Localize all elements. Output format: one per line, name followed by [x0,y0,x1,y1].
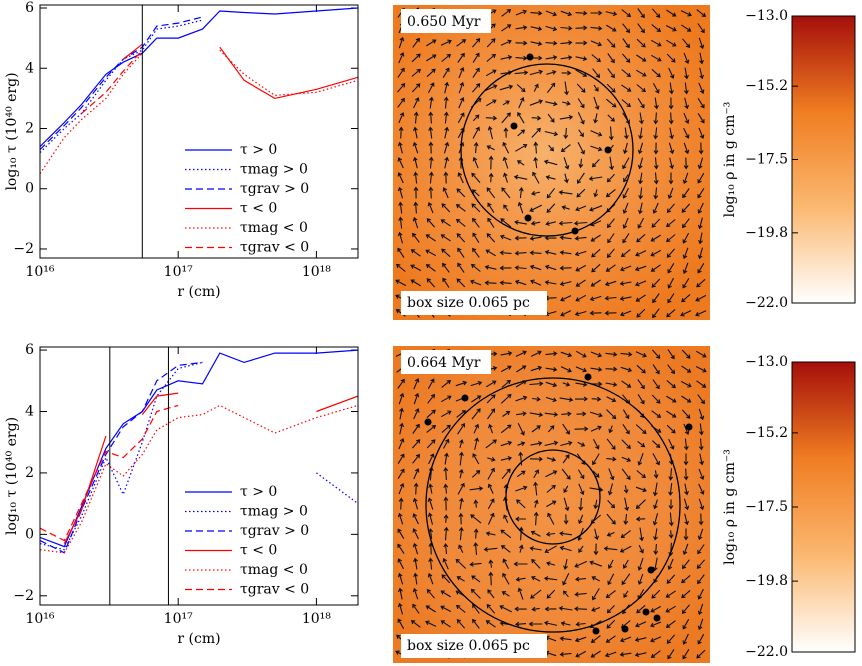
y-tick-label: −2 [13,241,34,257]
y-tick-label: 4 [25,60,34,76]
legend-label: τgrav < 0 [240,582,309,598]
y-tick-label: −2 [13,588,34,604]
series-line [40,404,179,542]
colorbar-tick-label: −19.8 [745,225,788,241]
legend-label: τmag < 0 [240,562,308,578]
series-line [40,361,358,551]
radius-circle [505,449,601,545]
colorbar-tick-label: −19.8 [745,573,788,589]
series-line [40,49,358,175]
label-box [401,350,491,374]
y-tick-label: 6 [25,0,34,16]
x-tick-label: 10¹⁶ [25,264,54,280]
colorbar-tick-label: −17.5 [745,499,788,515]
colorbar-tick-label: −22.0 [745,644,788,660]
box-size-label: box size 0.065 pc [407,638,530,654]
plot-frame [39,4,359,259]
sink-particle [621,625,629,633]
legend-label: τ > 0 [240,142,277,158]
colorbar-tick-label: −17.5 [745,152,788,168]
colorbar: −13.0 −15.2 −17.5 −19.8 −22.0 log₁₀ ρ in g cm… [722,354,856,660]
sink-particle [685,423,693,431]
sink-particle [642,608,650,616]
sink-particle [584,373,592,381]
legend-label: τmag > 0 [240,162,308,178]
series-line [40,16,203,151]
label-box [401,634,547,658]
y-tick-label: 2 [25,120,34,136]
sink-particle [461,394,469,402]
colorbar: −13.0 −15.2 −17.5 −19.8 −22.0 log₁₀ ρ in g cm… [722,8,856,311]
radius-circle [425,377,681,633]
density-map: 0.650 Myr box size 0.065 pc [393,5,710,320]
legend-label: τ < 0 [240,201,277,217]
label-box [401,9,491,33]
time-label: 0.664 Myr [407,355,481,371]
sink-particle [510,122,518,130]
colorbar-bar [791,15,856,304]
sink-particle [526,53,534,61]
x-tick-label: 10¹⁷ [164,264,193,280]
sink-particle [571,227,579,235]
colorbar-label: log₁₀ ρ in g cm⁻³ [722,449,738,565]
series-line [40,7,358,148]
time-label: 0.650 Myr [407,14,481,30]
colorbar-tick-label: −15.2 [745,78,788,94]
map-background [393,346,710,663]
legend-label: τmag > 0 [240,504,308,520]
legend-label: τgrav > 0 [240,181,309,197]
y-tick-label: 0 [25,526,34,542]
sink-particle [424,418,432,426]
density-map: 0.664 Myr box size 0.065 pc [393,346,710,663]
colorbar-tick-label: −22.0 [745,295,788,311]
plot-frame [39,346,359,606]
y-axis-label: log₁₀ τ (10⁴⁰ erg) [4,72,20,190]
legend-label: τgrav > 0 [240,523,309,539]
series-line [40,19,203,154]
sink-particle [592,627,600,635]
legend-label: τmag < 0 [240,220,308,236]
colorbar-label: log₁₀ ρ in g cm⁻³ [722,102,738,218]
y-tick-label: 0 [25,181,34,197]
map-background [393,5,710,320]
label-box [401,291,547,315]
x-tick-label: 10¹⁶ [25,611,54,627]
series-line [63,392,358,544]
series-line [40,361,203,554]
box-size-label: box size 0.065 pc [407,295,530,311]
legend-label: τ < 0 [240,543,277,559]
colorbar-tick-label: −13.0 [745,354,788,370]
sink-particle [524,214,532,222]
colorbar-tick-label: −15.2 [745,425,788,441]
x-tick-label: 10¹⁸ [302,611,331,627]
line-chart: 10¹⁶ 10¹⁷ 10¹⁸ −2 0 2 4 6 r (cm) log₁₀ τ (10⁴⁰ er… [4,0,359,300]
colorbar-bar [791,361,856,653]
y-tick-label: 4 [25,404,34,420]
series-line [81,49,143,114]
series-line [40,349,358,548]
colorbar-tick-label: −13.0 [745,8,788,24]
legend-label: τgrav < 0 [240,240,309,256]
y-tick-label: 6 [25,342,34,358]
x-tick-label: 10¹⁸ [302,264,331,280]
sink-particle [653,614,661,622]
y-tick-label: 2 [25,465,34,481]
y-axis-label: log₁₀ τ (10⁴⁰ erg) [4,417,20,535]
line-chart: 10¹⁶ 10¹⁷ 10¹⁸ −2 0 2 4 6 r (cm) log₁₀ τ (10⁴⁰ er… [4,342,359,647]
x-axis-label: r (cm) [177,631,220,647]
x-tick-label: 10¹⁷ [164,611,193,627]
x-axis-label: r (cm) [177,284,220,300]
series-line [122,43,358,100]
sink-particle [604,146,612,154]
sink-particle [647,566,655,574]
legend-label: τ > 0 [240,484,277,500]
radius-circle [460,63,634,237]
